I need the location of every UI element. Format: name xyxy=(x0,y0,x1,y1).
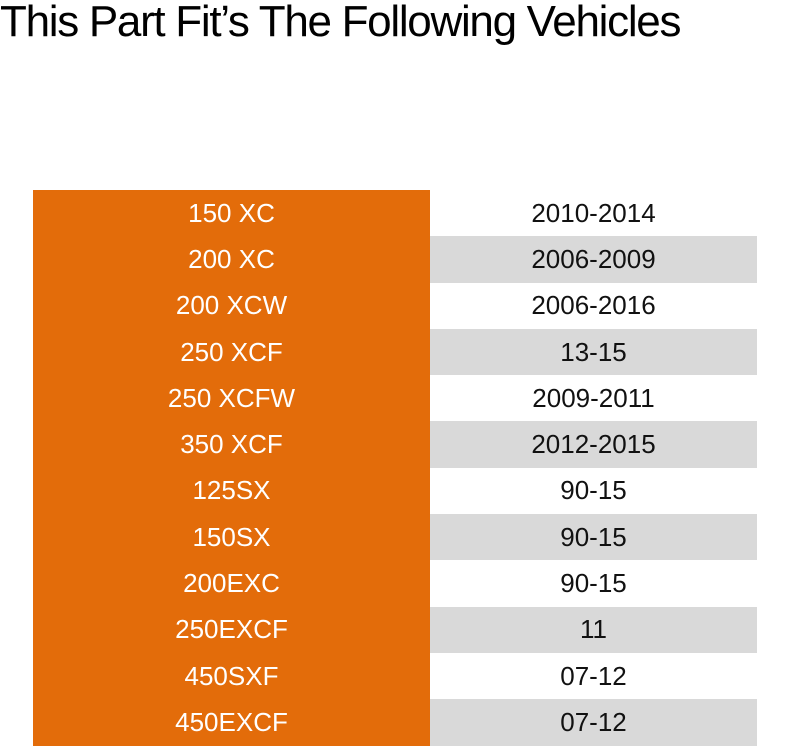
model-cell: 200 XC xyxy=(33,236,430,283)
year-cell: 90-15 xyxy=(560,568,627,599)
table-row: 450EXCF 07-12 xyxy=(33,699,757,746)
year-cell: 2006-2016 xyxy=(531,290,656,321)
model-cell: 150SX xyxy=(33,514,430,561)
year-cell: 2009-2011 xyxy=(532,382,655,413)
year-cell: 07-12 xyxy=(430,699,757,746)
table-row: 250 XCF 13-15 xyxy=(33,328,757,376)
model-cell: 250 XCFW xyxy=(33,375,430,422)
table-row: 250 XCFW 2009-2011 xyxy=(33,375,757,422)
table-row: 350 XCF 2012-2015 xyxy=(33,421,757,468)
title: This Part Fit’s The Following Vehicles xyxy=(0,0,681,46)
year-cell: 2006-2009 xyxy=(430,236,757,283)
model-cell: 350 XCF xyxy=(33,421,430,468)
table-row: 150SX 90-15 xyxy=(33,514,757,561)
year-cell: 90-15 xyxy=(560,475,627,506)
year-cell: 07-12 xyxy=(560,660,627,691)
model-cell: 200 XCW xyxy=(33,282,430,329)
table-row: 125SX 90-15 xyxy=(33,467,757,515)
table-row: 250EXCF 11 xyxy=(33,606,757,653)
table-row: 200EXC 90-15 xyxy=(33,560,757,607)
model-cell: 450SXF xyxy=(33,652,430,700)
table-row: 450SXF 07-12 xyxy=(33,652,757,700)
model-cell: 450EXCF xyxy=(33,699,430,746)
model-cell: 150 XC xyxy=(33,190,430,237)
fitment-table: 150 XC 2010-2014 200 XC 2006-2009 200 XCW 200… xyxy=(33,190,757,746)
year-cell: 2010-2014 xyxy=(531,197,656,228)
model-cell: 125SX xyxy=(33,467,430,515)
year-cell: 2012-2015 xyxy=(430,421,757,468)
table-row: 150 XC 2010-2014 xyxy=(33,190,757,237)
year-cell: 13-15 xyxy=(430,328,757,376)
model-cell: 250 XCF xyxy=(33,328,430,376)
year-cell: 90-15 xyxy=(430,514,757,561)
table-row: 200 XC 2006-2009 xyxy=(33,236,757,283)
year-cell: 11 xyxy=(430,606,757,653)
table-row: 200 XCW 2006-2016 xyxy=(33,282,757,329)
model-cell: 200EXC xyxy=(33,560,430,607)
model-cell: 250EXCF xyxy=(33,606,430,653)
